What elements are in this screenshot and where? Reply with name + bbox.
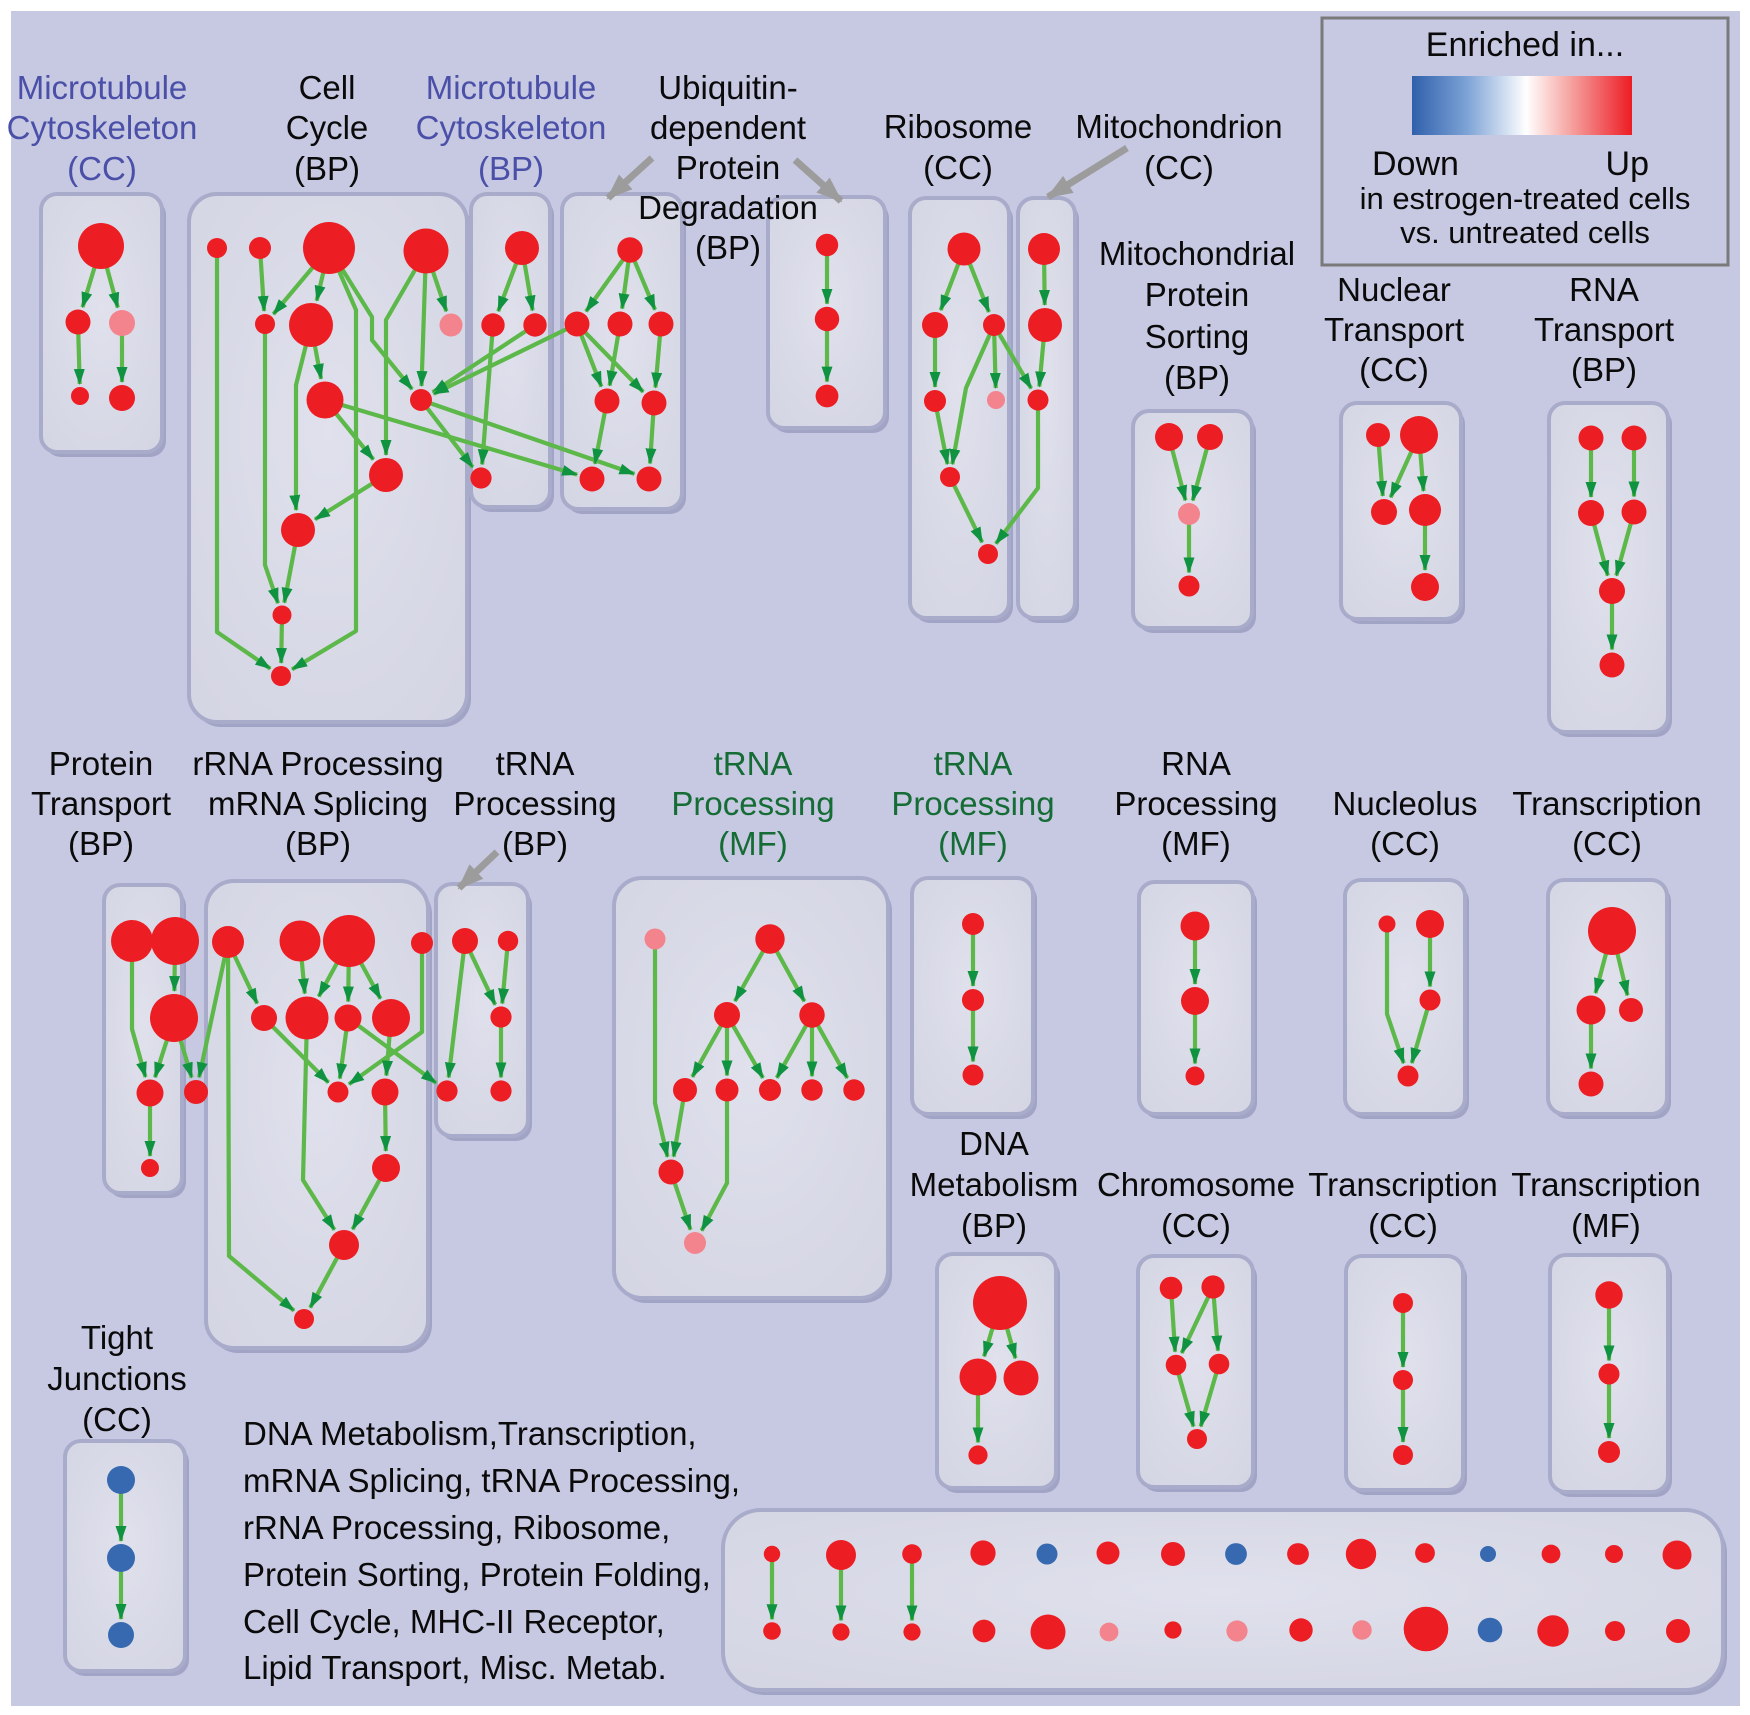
svg-text:rRNA Processing: rRNA Processing (192, 745, 443, 782)
svg-text:(CC): (CC) (923, 149, 993, 186)
svg-text:Cell Cycle, MHC-II Receptor,: Cell Cycle, MHC-II Receptor, (243, 1603, 665, 1640)
svg-text:Cytoskeleton: Cytoskeleton (416, 109, 607, 146)
svg-text:mRNA Splicing: mRNA Splicing (208, 785, 428, 822)
svg-text:(BP): (BP) (1164, 359, 1230, 396)
svg-text:(CC): (CC) (1161, 1207, 1231, 1244)
svg-text:DNA Metabolism,Transcription,: DNA Metabolism,Transcription, (243, 1415, 697, 1452)
svg-text:Ribosome: Ribosome (884, 108, 1033, 145)
svg-text:Microtubule: Microtubule (17, 69, 188, 106)
svg-text:(MF): (MF) (718, 825, 788, 862)
svg-text:(CC): (CC) (1368, 1207, 1438, 1244)
svg-text:Lipid Transport, Misc. Metab.: Lipid Transport, Misc. Metab. (243, 1649, 667, 1686)
svg-text:Mitochondrial: Mitochondrial (1099, 235, 1295, 272)
svg-text:(BP): (BP) (68, 825, 134, 862)
svg-text:Cycle: Cycle (286, 109, 369, 146)
svg-text:(CC): (CC) (1572, 825, 1642, 862)
svg-text:Transport: Transport (1324, 311, 1464, 348)
svg-text:Nucleolus: Nucleolus (1333, 785, 1478, 822)
svg-text:Microtubule: Microtubule (426, 69, 597, 106)
svg-text:(CC): (CC) (1144, 149, 1214, 186)
svg-text:tRNA: tRNA (934, 745, 1013, 782)
svg-text:Junctions: Junctions (47, 1360, 186, 1397)
svg-text:Tight: Tight (81, 1319, 153, 1356)
svg-text:vs. untreated cells: vs. untreated cells (1400, 215, 1650, 250)
svg-text:tRNA: tRNA (714, 745, 793, 782)
svg-text:(BP): (BP) (478, 150, 544, 187)
svg-text:tRNA: tRNA (496, 745, 575, 782)
svg-text:(CC): (CC) (1359, 351, 1429, 388)
svg-text:(CC): (CC) (82, 1401, 152, 1438)
svg-text:RNA: RNA (1161, 745, 1231, 782)
svg-text:dependent: dependent (650, 109, 806, 146)
svg-text:Processing: Processing (453, 785, 616, 822)
svg-text:Cell: Cell (299, 69, 356, 106)
svg-text:(BP): (BP) (285, 825, 351, 862)
svg-text:(MF): (MF) (938, 825, 1008, 862)
svg-text:Enriched in...: Enriched in... (1426, 26, 1624, 64)
svg-text:(CC): (CC) (67, 150, 137, 187)
svg-text:Sorting: Sorting (1145, 318, 1250, 355)
svg-text:(MF): (MF) (1571, 1207, 1641, 1244)
svg-text:mRNA Splicing, tRNA Processing: mRNA Splicing, tRNA Processing, (243, 1462, 740, 1499)
svg-text:Protein Sorting, Protein Foldi: Protein Sorting, Protein Folding, (243, 1556, 711, 1593)
svg-text:Protein: Protein (676, 149, 781, 186)
svg-text:DNA: DNA (959, 1125, 1029, 1162)
svg-text:(BP): (BP) (294, 150, 360, 187)
svg-text:in estrogen-treated cells: in estrogen-treated cells (1360, 181, 1691, 216)
svg-text:Chromosome: Chromosome (1097, 1166, 1295, 1203)
svg-text:Transcription: Transcription (1512, 785, 1702, 822)
svg-text:Transcription: Transcription (1511, 1166, 1701, 1203)
svg-text:(CC): (CC) (1370, 825, 1440, 862)
svg-text:RNA: RNA (1569, 271, 1639, 308)
svg-text:Ubiquitin-: Ubiquitin- (658, 69, 797, 106)
svg-text:rRNA Processing, Ribosome,: rRNA Processing, Ribosome, (243, 1509, 670, 1546)
svg-text:Nuclear: Nuclear (1337, 271, 1451, 308)
svg-text:Protein: Protein (1145, 276, 1250, 313)
svg-text:(BP): (BP) (1571, 351, 1637, 388)
svg-text:Transport: Transport (31, 785, 171, 822)
svg-text:Down: Down (1372, 145, 1459, 183)
svg-text:Processing: Processing (671, 785, 834, 822)
svg-text:Cytoskeleton: Cytoskeleton (7, 109, 198, 146)
svg-text:Processing: Processing (891, 785, 1054, 822)
svg-text:Protein: Protein (49, 745, 154, 782)
svg-text:Metabolism: Metabolism (910, 1166, 1079, 1203)
svg-text:Transport: Transport (1534, 311, 1674, 348)
svg-text:Degradation: Degradation (638, 189, 818, 226)
svg-text:Processing: Processing (1114, 785, 1277, 822)
svg-text:(BP): (BP) (695, 229, 761, 266)
svg-text:Up: Up (1606, 145, 1649, 183)
svg-text:Transcription: Transcription (1308, 1166, 1498, 1203)
svg-text:(MF): (MF) (1161, 825, 1231, 862)
svg-text:Mitochondrion: Mitochondrion (1075, 108, 1282, 145)
svg-text:(BP): (BP) (502, 825, 568, 862)
svg-text:(BP): (BP) (961, 1207, 1027, 1244)
